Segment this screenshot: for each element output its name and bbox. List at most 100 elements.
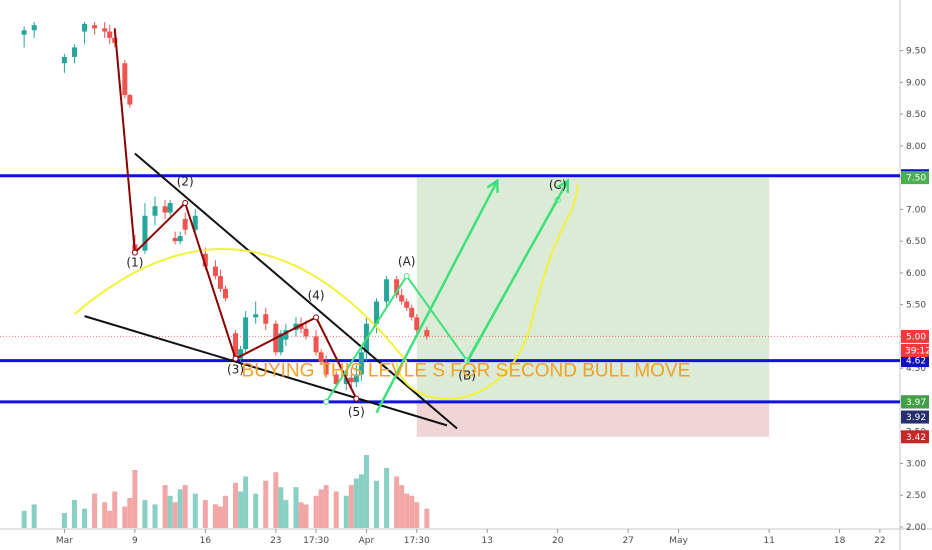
volume-bar (318, 489, 324, 528)
volume-bar (409, 495, 415, 528)
candle-body (333, 374, 339, 385)
candle-body (353, 374, 359, 383)
target-price-badge-bg (901, 171, 929, 185)
price-tick-label: 9.50 (906, 47, 926, 57)
candle-body (373, 301, 379, 324)
candle-body (263, 314, 269, 324)
date-tick-label: 20 (552, 536, 564, 546)
elliott-wave-path[interactable] (113, 28, 358, 400)
candle-body (212, 266, 218, 277)
profit-zone (416, 177, 770, 402)
candle-body (122, 63, 128, 96)
bullish-arrow[interactable] (466, 180, 569, 363)
wave-label: (2) (177, 174, 194, 188)
abc-point (323, 398, 330, 405)
volume-bar (142, 500, 148, 528)
volume-bar (202, 500, 208, 528)
candle-body (399, 295, 405, 302)
volume-bar (243, 476, 249, 528)
yellow-arc[interactable] (395, 183, 579, 400)
wave-label: (A) (398, 254, 416, 268)
volume-bar (293, 487, 299, 528)
loss-zone (416, 401, 770, 437)
candle-body (102, 28, 108, 32)
volume-bar (222, 495, 228, 528)
wave-label: (1) (126, 256, 143, 270)
candle-body (177, 236, 183, 242)
volume-bar (298, 502, 304, 528)
volume-bar (92, 493, 98, 528)
stop-label-badge-bg (901, 410, 929, 424)
wave-label: (C) (549, 178, 567, 192)
arrow-head (556, 178, 570, 193)
volume-bar (343, 495, 349, 528)
price-tick-label: 6.00 (906, 269, 926, 279)
volume-bar (82, 508, 88, 528)
price-tick-label: 8.00 (906, 142, 926, 152)
candle-body (424, 330, 430, 337)
wedge-trendline[interactable] (84, 315, 448, 427)
current-price-badge: 5.00 (906, 332, 926, 342)
arrow-head (486, 178, 499, 193)
candle-body (162, 206, 168, 213)
countdown-badge: 39:12 (905, 346, 931, 356)
candle-body (71, 47, 77, 57)
candle-body (384, 279, 390, 302)
date-tick-label: 9 (132, 536, 138, 546)
volume-bar (283, 500, 289, 528)
date-tick-label: 23 (270, 536, 281, 546)
volume-bar (333, 491, 339, 528)
date-tick-label: 17:30 (303, 536, 329, 546)
volume-bar (112, 491, 118, 528)
candle-body (61, 56, 67, 64)
candle-body (142, 215, 148, 251)
stop-label-badge: 3.92 (906, 413, 926, 423)
volume-bar (394, 476, 400, 528)
price-tick-label: 8.50 (906, 110, 926, 120)
price-tick-label: 5.50 (906, 301, 926, 311)
wedge-trendline[interactable] (134, 152, 458, 430)
candle-body (343, 377, 349, 385)
candle-body (82, 23, 88, 32)
date-tick-label: 27 (622, 536, 633, 546)
candle-body (107, 31, 113, 38)
price-tick-label: 3.00 (906, 459, 926, 469)
date-tick-label: Apr (359, 536, 375, 546)
price-tick-label: 9.00 (906, 78, 926, 88)
volume-bar (217, 506, 223, 528)
candle-body (31, 25, 37, 31)
volume-bar (21, 510, 27, 528)
volume-bar (363, 455, 369, 528)
volume-bar (152, 504, 158, 528)
bullish-arrow[interactable] (375, 180, 499, 414)
volume-bar (414, 502, 420, 528)
candle-body (414, 317, 420, 331)
volume-bar (71, 500, 77, 528)
volume-bar (132, 470, 138, 528)
volume-bar (424, 508, 430, 528)
price-tick-label: 7.00 (906, 205, 926, 215)
candle-body (313, 336, 319, 353)
wave-point (182, 200, 189, 207)
wave-label: (3) (227, 362, 244, 376)
volume-bar (107, 510, 113, 528)
volume-bar (253, 493, 259, 528)
candle-body (394, 279, 400, 296)
annotation-text: BUYING THIS LEVLE S FOR SECOND BULL MOVE (242, 360, 691, 381)
date-tick-label: 18 (834, 536, 846, 546)
candle-body (92, 25, 98, 29)
wave-point (313, 314, 320, 321)
candle-body (323, 361, 329, 375)
volume-bar (61, 512, 67, 528)
countdown-badge-bg (901, 343, 929, 357)
candle-body (303, 328, 309, 337)
volume-bar (278, 487, 284, 528)
volume-bar (233, 482, 239, 528)
volume-bar (102, 502, 108, 528)
yellow-arc[interactable] (73, 248, 408, 363)
candle-body (152, 206, 158, 216)
volume-bar (358, 474, 364, 528)
volume-bar (399, 485, 405, 528)
volume-bar (212, 504, 218, 528)
